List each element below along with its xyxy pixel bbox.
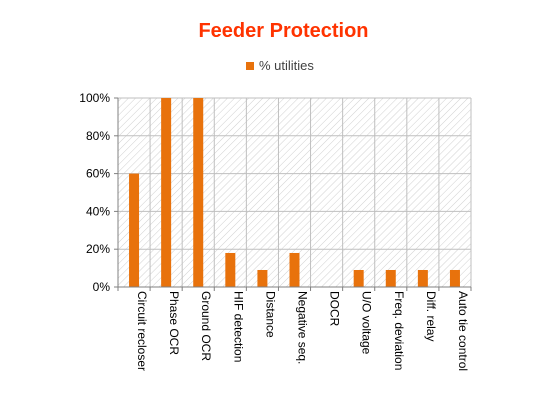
bar [193,98,204,287]
bar [417,269,428,287]
x-tick-label: Negative seq. [296,291,310,364]
x-tick-label: Diff. relay [424,291,438,341]
bar [385,269,396,287]
y-tick-label: 20% [86,242,110,256]
bar [257,269,268,287]
x-tick-label: Freq. deviation [392,291,406,370]
legend: % utilities [246,58,314,73]
bar [449,269,460,287]
x-tick-label: Phase OCR [167,291,181,355]
y-tick-label: 80% [86,129,110,143]
legend-label: % utilities [259,58,314,73]
x-tick-label: Distance [263,291,277,338]
chart-title: Feeder Protection [198,20,369,42]
y-tick-label: 100% [79,91,110,105]
legend-swatch [246,61,254,70]
x-tick-label: DOCR [328,291,342,327]
x-tick-label: Ground OCR [199,291,213,361]
x-tick-label: HIF detection [231,291,245,362]
bar [353,269,364,287]
y-tick-label: 60% [86,167,110,181]
bar [289,252,300,287]
y-tick-label: 40% [86,204,110,218]
y-tick-label: 0% [93,280,111,294]
x-tick-label: U/O voltage [360,291,374,355]
bar [161,98,172,287]
bar [225,252,236,287]
x-tick-label: Circuit recloser [135,291,149,371]
bar [129,173,140,287]
x-tick-label: Auto tie control [456,291,470,371]
